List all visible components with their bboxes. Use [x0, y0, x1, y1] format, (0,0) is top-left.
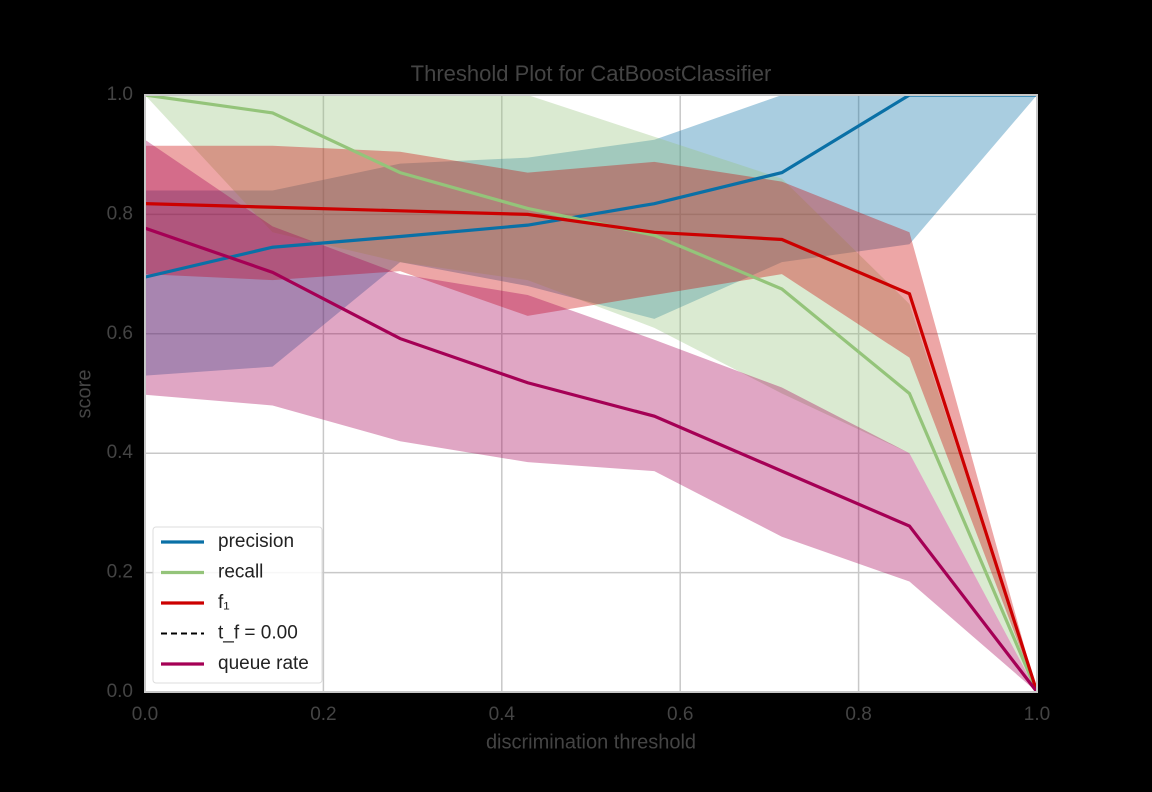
legend-label: f₁ [218, 592, 230, 613]
legend: precision recall f₁ t_f = 0.00 queue rate [152, 526, 323, 684]
x-tick-label: 0.4 [489, 704, 516, 725]
band [145, 145, 1037, 692]
chart-title: Threshold Plot for CatBoostClassifier [411, 61, 772, 86]
band [145, 139, 1037, 692]
x-tick-label: 0.8 [845, 704, 871, 725]
plot-border [144, 94, 1038, 693]
y-tick-label: 0.2 [107, 562, 133, 583]
legend-label: recall [218, 562, 263, 583]
legend-label: precision [218, 531, 294, 552]
y-tick-label: 0.6 [107, 323, 133, 344]
y-tick-label: 0.4 [107, 442, 134, 463]
x-tick-label: 0.2 [310, 704, 336, 725]
line [145, 226, 1037, 692]
band [145, 95, 1037, 692]
legend-box [152, 526, 323, 684]
line [145, 202, 1037, 692]
x-tick-label: 1.0 [1024, 704, 1050, 725]
legend-label: t_f = 0.00 [218, 623, 298, 644]
y-tick-label: 1.0 [107, 84, 133, 105]
x-tick-label: 0.0 [132, 704, 158, 725]
x-tick-label: 0.6 [667, 704, 693, 725]
legend-label: queue rate [218, 653, 309, 674]
y-tick-label: 0.0 [107, 681, 133, 702]
y-tick-label: 0.8 [107, 203, 133, 224]
y-axis-label: score [73, 370, 95, 419]
plot [145, 95, 1037, 692]
x-axis-label: discrimination threshold [486, 731, 696, 753]
band [145, 95, 1037, 376]
line [145, 95, 1037, 279]
